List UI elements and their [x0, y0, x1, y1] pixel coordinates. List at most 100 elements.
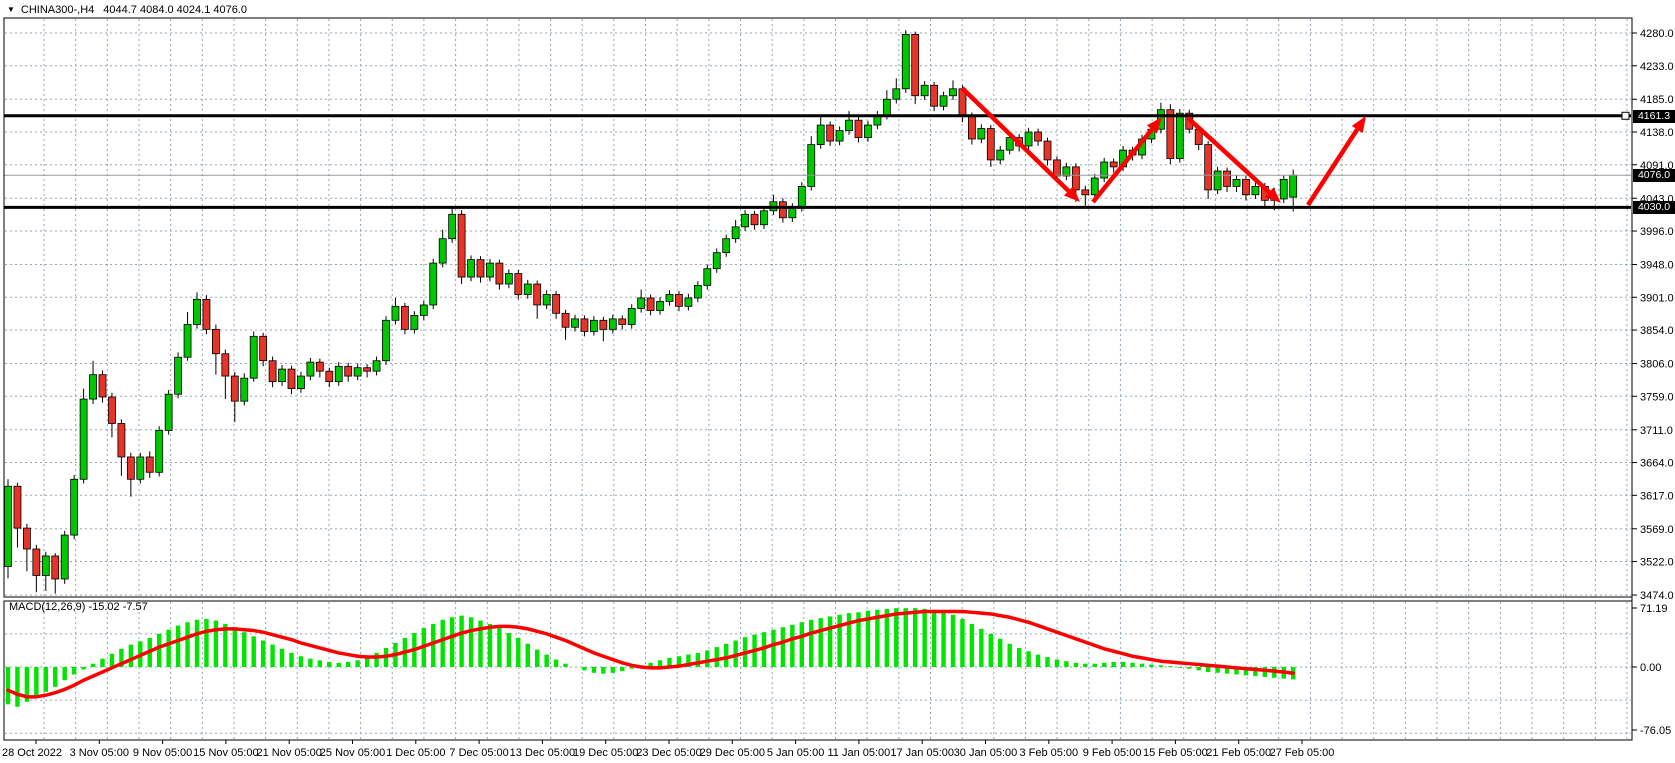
time-axis-label: 5 Jan 05:00 [767, 747, 825, 759]
macd-histogram-bar [695, 652, 701, 667]
macd-histogram-bar [1177, 667, 1182, 668]
macd-histogram-bar [1064, 661, 1069, 667]
chart-title-bar: ▼ CHINA300-,H4 4044.7 4084.0 4024.1 4076.0 [7, 2, 247, 17]
candle-body [1090, 177, 1099, 196]
macd-histogram-bar [478, 620, 483, 667]
time-axis-label: 3 Feb 05:00 [1019, 747, 1078, 759]
macd-histogram-bar [724, 643, 729, 667]
macd-histogram-bar [1120, 662, 1126, 667]
trend-arrow[interactable] [1306, 128, 1360, 207]
symbol-timeframe-label: CHINA300-,H4 [20, 3, 95, 16]
macd-histogram-bar [535, 649, 540, 667]
macd-histogram-bar [1073, 662, 1079, 667]
macd-histogram-bar [194, 619, 200, 667]
macd-histogram-bar [1054, 659, 1060, 667]
candle-body [1279, 179, 1288, 200]
macd-histogram-bar [676, 656, 682, 667]
macd-histogram-bar [856, 612, 861, 667]
candle-body [117, 423, 126, 458]
macd-histogram-bar [1102, 662, 1107, 667]
candle-body [1109, 161, 1118, 168]
macd-histogram-bar [818, 618, 823, 667]
macd-histogram-bar [15, 667, 20, 707]
price-axis-label: 3854.0 [1640, 325, 1674, 337]
candle-body [797, 186, 806, 208]
macd-histogram-bar [1016, 647, 1022, 667]
support-price-badge: 4030.0 [1633, 201, 1675, 214]
price-axis-label: 3759.0 [1640, 391, 1674, 403]
candle-body [429, 262, 438, 306]
candle-body [297, 375, 305, 390]
macd-axis-label: 71.19 [1640, 603, 1668, 615]
candle-body [533, 283, 542, 306]
candle-body [892, 88, 901, 100]
trend-arrow[interactable] [1091, 128, 1154, 204]
candle-body [627, 308, 636, 325]
candle-body [164, 393, 173, 431]
candle-body [731, 226, 740, 240]
symbol-dropdown-icon[interactable]: ▼ [7, 5, 15, 14]
macd-histogram-bar [1035, 654, 1041, 667]
candle-body [1251, 186, 1260, 196]
trend-arrow[interactable] [960, 86, 1071, 193]
macd-histogram-bar [166, 629, 171, 667]
macd-histogram-bar [468, 617, 474, 667]
candle-body [391, 305, 400, 321]
macd-histogram-bar [979, 628, 984, 667]
time-axis-label: 30 Jan 05:00 [954, 747, 1018, 759]
macd-histogram-bar [931, 609, 937, 667]
trend-arrow[interactable] [1186, 116, 1271, 194]
macd-histogram-bar [657, 660, 663, 667]
candle-body [145, 456, 154, 473]
candle-body [1024, 131, 1033, 147]
candle-body [448, 213, 457, 240]
price-axis-label: 3806.0 [1640, 359, 1674, 371]
macd-histogram-bar [71, 667, 77, 675]
candle-body [1005, 137, 1014, 151]
candle-body [51, 555, 60, 580]
macd-histogram-bar [308, 658, 313, 667]
candle-body [1062, 166, 1071, 177]
macd-histogram-bar [5, 667, 11, 705]
macd-histogram-bar [497, 628, 502, 667]
macd-histogram-bar [894, 608, 899, 667]
macd-histogram-bar [1026, 651, 1031, 667]
candle-body [854, 119, 863, 138]
candle-body [60, 534, 69, 580]
price-chart-surface[interactable] [4, 18, 1632, 597]
macd-histogram-bar [771, 629, 776, 667]
price-axis-label: 4233.0 [1640, 61, 1674, 73]
time-axis-label: 9 Feb 05:00 [1083, 747, 1142, 759]
time-axis-label: 28 Oct 2022 [2, 747, 62, 759]
trend-arrow-head[interactable] [1063, 186, 1080, 202]
candle-body [32, 548, 41, 576]
candle-body [826, 124, 835, 142]
candle-body [306, 361, 315, 377]
candle-body [353, 367, 362, 377]
candle-body [968, 116, 976, 140]
time-axis-label: 21 Feb 05:00 [1206, 747, 1271, 759]
trend-arrow-head[interactable] [1351, 116, 1366, 133]
trend-arrow-head[interactable] [1264, 187, 1281, 203]
macd-histogram-bar [279, 648, 285, 667]
macd-histogram-bar [620, 667, 625, 672]
price-axis-label: 4138.0 [1640, 127, 1674, 139]
trend-arrow-head[interactable] [1146, 117, 1162, 134]
candle-body [13, 485, 22, 529]
candle-body [457, 213, 466, 278]
macd-panel-surface[interactable] [4, 601, 1632, 740]
time-axis-label: 27 Feb 05:00 [1270, 747, 1335, 759]
macd-histogram-bar [960, 618, 965, 667]
macd-histogram-bar [327, 662, 332, 667]
macd-histogram-bar [175, 625, 181, 667]
macd-histogram-bar [1130, 662, 1135, 667]
candle-body [382, 319, 390, 362]
macd-histogram-bar [998, 638, 1003, 667]
candle-body [779, 201, 787, 219]
line-endpoint-marker[interactable] [1621, 111, 1630, 120]
macd-histogram-bar [81, 667, 86, 670]
candle-body [618, 318, 627, 325]
candle-body [486, 262, 494, 278]
candle-body [1071, 166, 1080, 191]
